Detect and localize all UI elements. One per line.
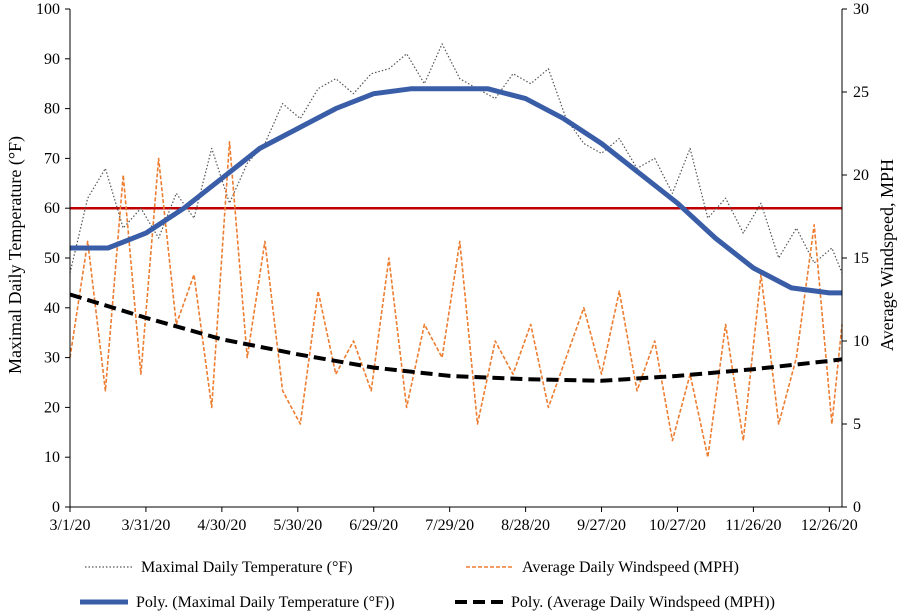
axes-layer: [69, 9, 843, 508]
series-line-1: [69, 141, 843, 458]
series-line-0: [69, 43, 843, 274]
y-tick-label: 20: [44, 399, 60, 416]
legend: Maximal Daily Temperature (°F) Average D…: [80, 559, 775, 611]
y2-tick-label: 30: [853, 1, 869, 18]
series-line-3: [69, 292, 843, 383]
legend-label-temperature: Maximal Daily Temperature (°F): [141, 559, 353, 576]
x-tick-label: 10/27/20: [649, 517, 706, 534]
y-tick-label: 40: [44, 300, 60, 317]
y2-axis-title: Average Windspeed, MPH: [877, 159, 897, 351]
y-axis-title: Maximal Daily Temperature (°F): [5, 136, 26, 374]
x-tick-label: 3/1/20: [50, 517, 91, 534]
x-tick-label: 5/30/20: [273, 517, 322, 534]
x-tick-label: 4/30/20: [197, 517, 246, 534]
y2-tick-label: 25: [853, 84, 869, 101]
legend-label-windspeed-poly: Poly. (Average Daily Windspeed (MPH)): [511, 594, 775, 611]
y-tick-label: 80: [44, 101, 60, 118]
legend-label-windspeed: Average Daily Windspeed (MPH): [522, 559, 739, 576]
x-tick-label: 6/29/20: [349, 517, 398, 534]
y-tick-label: 50: [44, 250, 60, 267]
y2-tick-label: 15: [853, 250, 869, 267]
legend-label-temperature-poly: Poly. (Maximal Daily Temperature (°F)): [136, 594, 395, 611]
x-tick-label: 7/29/20: [425, 517, 474, 534]
series-layer: [69, 43, 843, 458]
y-tick-label: 100: [36, 1, 60, 18]
x-tick-label: 8/28/20: [501, 517, 550, 534]
y2-tick-label: 10: [853, 333, 869, 350]
x-tick-label: 3/31/20: [121, 517, 170, 534]
y2-tick-label: 0: [853, 499, 861, 516]
x-tick-label: 12/26/20: [801, 517, 858, 534]
y-tick-label: 10: [44, 449, 60, 466]
y-tick-label: 70: [44, 150, 60, 167]
ticks-layer: 0 10 20 30 40 50 60 70 80 90 100 0 5 10 15 20 25 30 3/1/20…: [36, 1, 869, 534]
y2-tick-label: 5: [853, 416, 861, 433]
y-tick-label: 30: [44, 350, 60, 367]
y-tick-label: 90: [44, 51, 60, 68]
y2-tick-label: 20: [853, 167, 869, 184]
y-tick-label: 0: [52, 499, 60, 516]
y-tick-label: 60: [44, 200, 60, 217]
series-line-2: [70, 86, 842, 296]
x-tick-label: 11/26/20: [725, 517, 781, 534]
x-tick-label: 9/27/20: [577, 517, 626, 534]
